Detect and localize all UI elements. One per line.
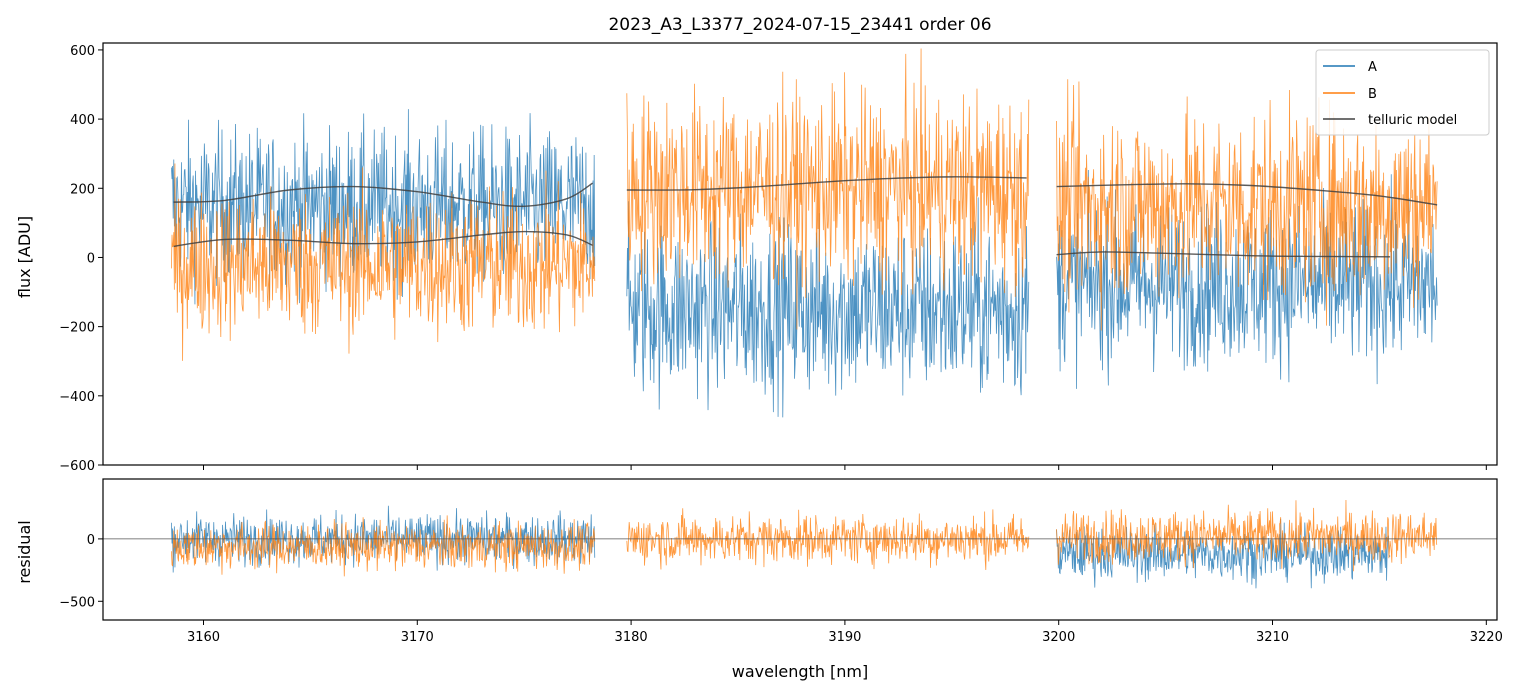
chart-title: 2023_A3_L3377_2024-07-15_23441 order 06: [608, 15, 991, 35]
y-tick-label: −200: [59, 321, 95, 336]
telluric-model-curve-1: [173, 182, 593, 208]
series-a-segment-1-line: [171, 109, 596, 305]
series-b-segment-1-line: [171, 163, 596, 361]
x-tick-label: 3210: [1256, 630, 1289, 645]
x-tick-label: 3200: [1042, 630, 1075, 645]
residual-b-segment-2-line: [626, 508, 1030, 570]
telluric-model-curve-5: [1056, 251, 1391, 258]
series-a-segment-3-line: [1056, 170, 1438, 389]
y-tick-label: 0: [87, 533, 95, 548]
top-panel: −600 −400 −200 0 200 400 600 flux [ADU] A B te…: [15, 42, 1498, 474]
bottom-plot-area: [103, 500, 1497, 589]
residual-b-segment-1-line: [171, 515, 596, 577]
telluric-model-curve-2: [173, 230, 593, 248]
x-tick-label: 3160: [187, 630, 220, 645]
top-x-ticks: [202, 465, 1487, 470]
residual-b-segment-3-line: [1056, 500, 1438, 572]
bottom-y-ticks: −500 0: [59, 533, 103, 610]
x-tick-label: 3190: [828, 630, 861, 645]
top-axes-frame: [102, 42, 1498, 466]
y-tick-label: 0: [87, 251, 95, 266]
bottom-panel: −500 0 3160 3170 3180 3190 3200 3210 3220 resid…: [15, 478, 1503, 681]
y-tick-label: −500: [59, 595, 95, 610]
legend-box: [1315, 49, 1490, 136]
top-y-ticks: −600 −400 −200 0 200 400 600: [59, 44, 103, 474]
y-tick-label: 600: [70, 44, 95, 59]
bottom-y-axis-label: residual: [15, 520, 34, 583]
legend-label-b: B: [1368, 87, 1377, 102]
series-b-segment-3-line: [1056, 79, 1438, 331]
series-b-segment-2-line: [626, 48, 1030, 330]
x-tick-label: 3220: [1470, 630, 1503, 645]
y-tick-label: 400: [70, 113, 95, 128]
bottom-axes-frame: [102, 478, 1498, 621]
bottom-x-ticks: 3160 3170 3180 3190 3200 3210 3220: [187, 620, 1503, 645]
legend-label-a: A: [1368, 60, 1377, 75]
y-tick-label: −600: [59, 459, 95, 474]
top-y-axis-label: flux [ADU]: [15, 216, 34, 298]
y-tick-label: 200: [70, 182, 95, 197]
top-plot-area: [171, 48, 1438, 418]
x-tick-label: 3170: [401, 630, 434, 645]
legend-label-telluric: telluric model: [1368, 113, 1457, 128]
x-tick-label: 3180: [615, 630, 648, 645]
x-axis-label: wavelength [nm]: [732, 662, 869, 681]
series-a-segment-2-line: [626, 197, 1030, 418]
legend: A B telluric model: [1315, 49, 1490, 136]
telluric-model-curve-3: [626, 176, 1027, 191]
telluric-model-curve-4: [1056, 183, 1438, 206]
y-tick-label: −400: [59, 390, 95, 405]
